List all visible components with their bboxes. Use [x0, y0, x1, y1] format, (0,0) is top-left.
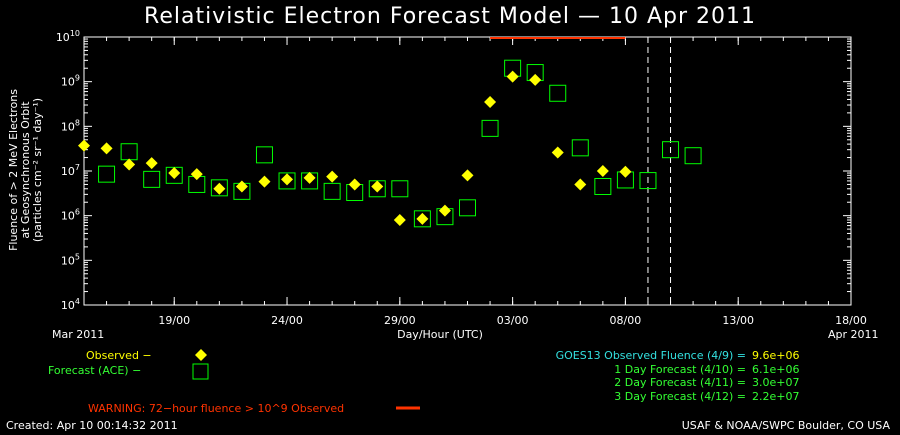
legend-observed-marker	[195, 349, 207, 361]
forecast-point	[278, 172, 296, 190]
forecast-point	[210, 179, 228, 197]
fluence-summary-values: 9.6e+06 6.1e+06 3.0e+07 2.2e+07	[752, 349, 799, 403]
observed-point	[416, 212, 429, 225]
x-tick-label: 19/00	[158, 314, 190, 327]
observed-point	[619, 165, 632, 178]
observed-point	[168, 167, 181, 180]
observed-point	[213, 182, 226, 195]
fluence-summary-labels: GOES13 Observed Fluence (4/9) = 1 Day Fo…	[556, 349, 746, 403]
legend-forecast-marker	[192, 363, 209, 380]
observed-point	[438, 204, 451, 217]
legend-observed-label: Observed −	[86, 349, 152, 362]
forecast-point	[459, 199, 476, 217]
observed-point	[78, 139, 90, 152]
x-axis-start-label: Mar 2011	[52, 328, 105, 341]
observed-point	[123, 158, 136, 171]
observed-point	[596, 165, 609, 177]
warning-text: WARNING: 72−hour fluence > 10^9 Observed	[88, 402, 345, 415]
observed-point	[281, 173, 294, 186]
forecast-point	[481, 119, 499, 137]
observed-point	[371, 180, 384, 193]
legend-forecast-label: Forecast (ACE) −	[48, 364, 142, 377]
x-tick-label: 08/00	[610, 314, 642, 327]
forecast-point	[391, 180, 409, 198]
observed-point	[100, 142, 113, 155]
observed-point	[484, 96, 497, 109]
forecast-point	[143, 170, 161, 188]
y-tick-label: 109	[61, 74, 80, 89]
summary-value-day2: 3.0e+07	[752, 376, 800, 389]
footer-created: Created: Apr 10 00:14:32 2011	[6, 419, 178, 432]
y-tick-label: 1010	[56, 29, 80, 44]
observed-point	[461, 169, 474, 182]
forecast-point	[594, 177, 612, 195]
forecast-point	[255, 146, 273, 164]
forecast-point	[662, 141, 680, 159]
y-tick-label: 108	[61, 118, 80, 133]
observed-point	[551, 146, 564, 159]
x-tick-label: 13/00	[722, 314, 754, 327]
forecast-point	[120, 143, 138, 161]
summary-label-day2: 2 Day Forecast (4/11) =	[614, 376, 746, 389]
y-axis-label: Fluence of > 2 MeV Electrons at Geosynch…	[7, 89, 44, 251]
x-tick-label: 03/00	[497, 314, 529, 327]
observed-point	[393, 213, 406, 226]
observed-point	[574, 178, 587, 191]
x-tick-label: 24/00	[271, 314, 303, 327]
x-tick-label: 29/00	[384, 314, 416, 327]
observed-point	[258, 175, 271, 188]
observed-point	[348, 178, 361, 191]
footer-credit: USAF & NOAA/SWPC Boulder, CO USA	[681, 419, 890, 432]
x-axis-end-label: Apr 2011	[828, 328, 879, 341]
observed-point	[529, 73, 542, 86]
forecast-point	[639, 172, 657, 190]
forecast-point	[571, 139, 589, 157]
observed-point	[145, 157, 158, 170]
summary-value-day3: 2.2e+07	[752, 389, 800, 403]
x-tick-label: 18/00	[835, 314, 867, 327]
forecast-point	[549, 84, 567, 102]
observed-point	[303, 171, 316, 184]
observed-point	[235, 180, 248, 193]
y-tick-label: 106	[61, 208, 80, 223]
y-tick-label: 107	[61, 163, 80, 178]
summary-value-observed: 9.6e+06	[752, 349, 800, 362]
forecast-point	[413, 210, 431, 228]
observed-point	[326, 170, 339, 183]
summary-value-day1: 6.1e+06	[752, 362, 800, 376]
chart-title: Relativistic Electron Forecast Model — 1…	[144, 4, 756, 29]
x-axis-label: Day/Hour (UTC)	[397, 328, 483, 341]
y-axis-label-line3: (particles cm⁻² sr⁻¹ day⁻¹)	[31, 97, 44, 243]
summary-label-day1: 1 Day Forecast (4/10) =	[614, 362, 746, 376]
forecast-point	[98, 165, 116, 183]
summary-label-observed: GOES13 Observed Fluence (4/9) =	[555, 349, 746, 362]
forecast-point	[684, 147, 702, 165]
y-tick-label: 105	[61, 252, 80, 267]
summary-label-day3: 3 Day Forecast (4/12) =	[614, 389, 746, 403]
observed-point	[190, 168, 203, 181]
y-tick-label: 104	[61, 297, 80, 312]
observed-point	[506, 70, 519, 83]
forecast-point	[323, 182, 341, 200]
